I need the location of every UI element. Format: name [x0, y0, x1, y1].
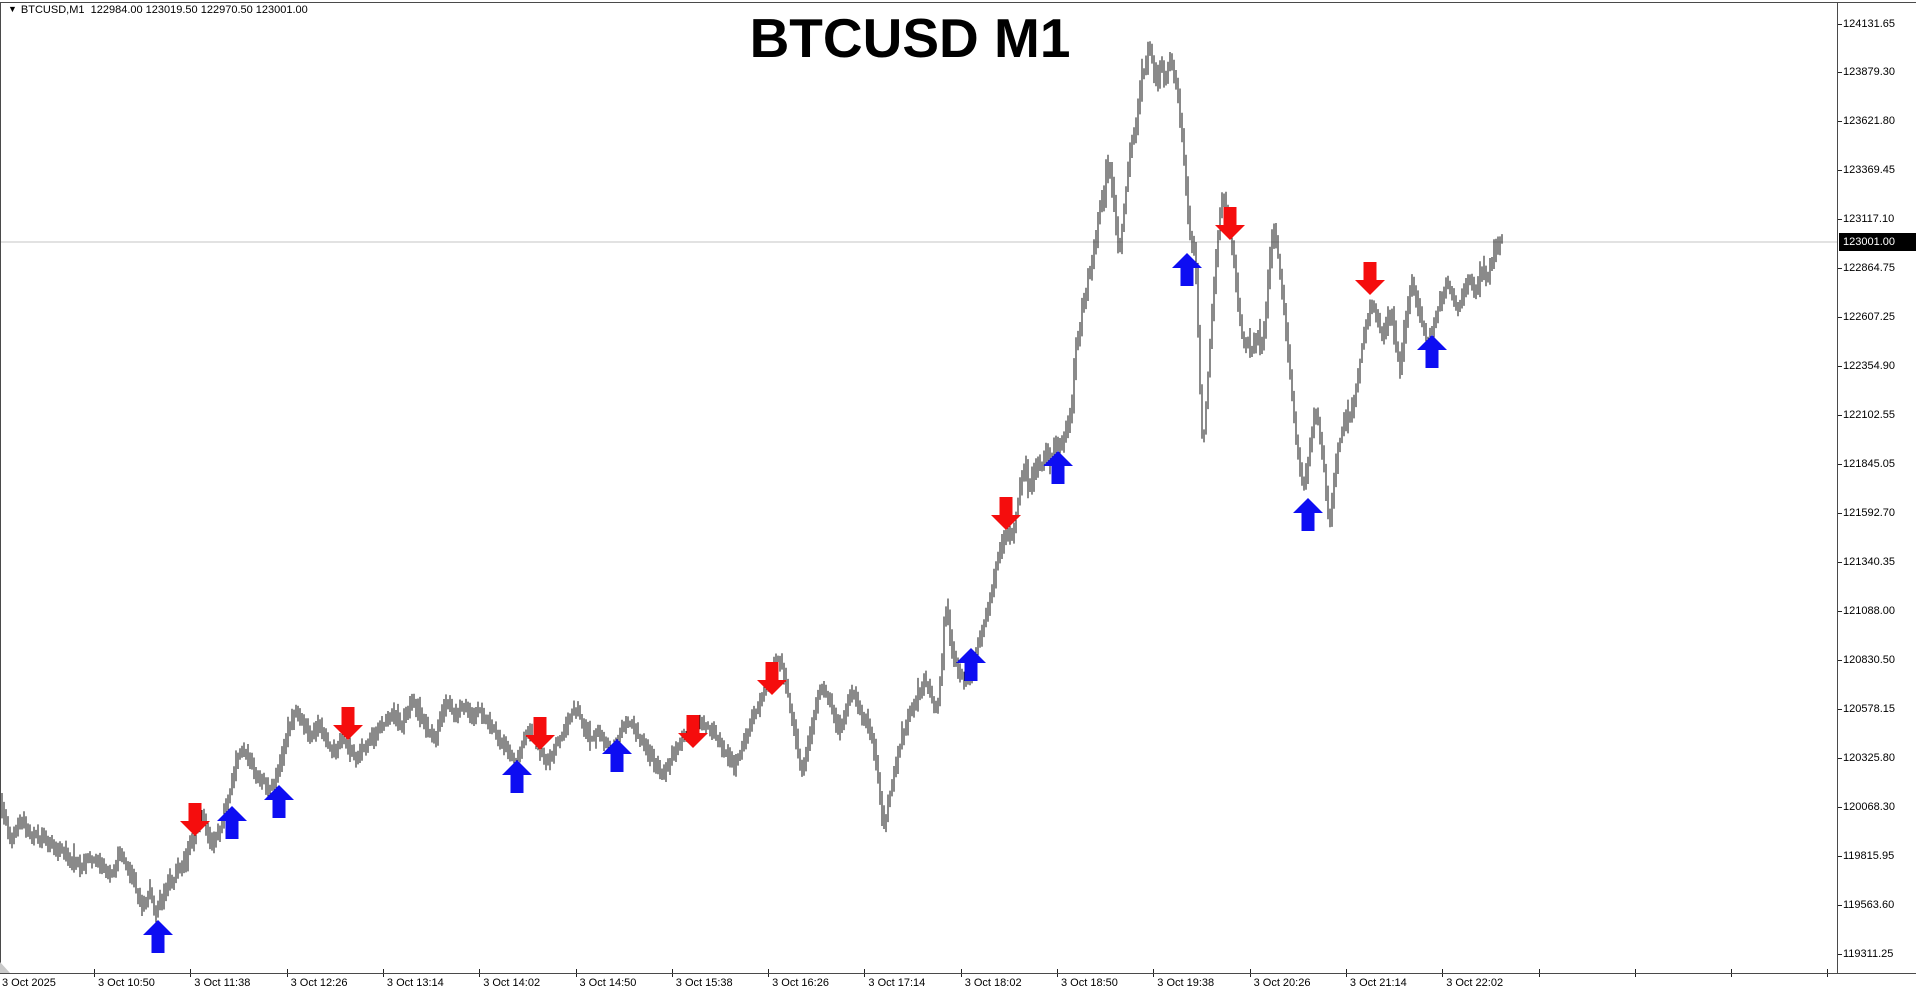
buy-signal-up-arrow[interactable]: [1417, 335, 1447, 368]
buy-signal-up-arrow[interactable]: [956, 648, 986, 681]
time-axis-label: 3 Oct 21:14: [1349, 977, 1407, 989]
price-axis-label: 120325.80: [1843, 752, 1895, 765]
sell-signal-down-arrow[interactable]: [525, 717, 555, 750]
time-axis-label: 3 Oct 10:50: [98, 977, 155, 989]
time-axis-label: 3 Oct 14:50: [579, 977, 637, 989]
price-axis-tick: [1837, 317, 1842, 319]
sell-signal-down-arrow[interactable]: [757, 662, 787, 695]
price-axis-label: 121592.70: [1843, 507, 1895, 520]
time-axis-separator: [0, 973, 1916, 974]
price-axis-tick: [1837, 219, 1842, 221]
sell-signal-down-arrow[interactable]: [678, 715, 708, 748]
price-axis-tick: [1837, 660, 1842, 662]
time-axis-label: 3 Oct 14:02: [483, 977, 541, 989]
price-axis-label: 120578.15: [1843, 703, 1895, 716]
top-border: [0, 2, 1916, 3]
price-series-canvas: [0, 41, 1837, 953]
price-axis-tick: [1837, 366, 1842, 368]
buy-signal-up-arrow[interactable]: [264, 785, 294, 818]
price-axis-tick: [1837, 23, 1842, 25]
left-border: [0, 2, 1, 973]
buy-signal-up-arrow[interactable]: [217, 806, 247, 839]
sell-signal-down-arrow[interactable]: [333, 707, 363, 740]
price-axis-label: 123369.45: [1843, 164, 1895, 177]
price-axis-tick: [1837, 904, 1842, 906]
price-axis-tick: [1837, 611, 1842, 613]
buy-signal-up-arrow[interactable]: [602, 739, 632, 772]
current-price-tag: 123001.00: [1839, 233, 1916, 251]
buy-signal-up-arrow[interactable]: [1043, 451, 1073, 484]
price-axis-label: 120068.30: [1843, 801, 1895, 814]
time-axis-label: 3 Oct 19:38: [1157, 977, 1215, 989]
price-axis-tick: [1837, 562, 1842, 564]
price-axis-tick: [1837, 855, 1842, 857]
price-axis-label: 122354.90: [1843, 360, 1895, 373]
sell-signal-down-arrow[interactable]: [991, 497, 1021, 530]
price-axis-label: 121088.00: [1843, 605, 1895, 618]
quote-close: 123001.00: [255, 4, 308, 16]
buy-signal-up-arrow[interactable]: [143, 920, 173, 953]
buy-signal-up-arrow[interactable]: [1293, 498, 1323, 531]
price-axis-label: 122864.75: [1843, 262, 1895, 275]
time-axis-label: 3 Oct 12:26: [290, 977, 348, 989]
time-axis-date-label: 3 Oct 2025: [2, 977, 56, 989]
price-axis-label: 120830.50: [1843, 654, 1895, 667]
price-axis-tick: [1837, 807, 1842, 809]
time-axis-label: 3 Oct 11:38: [194, 977, 251, 989]
price-axis-tick: [1837, 268, 1842, 270]
price-axis-label: 119815.95: [1843, 849, 1895, 862]
chart-begin-marker: [0, 962, 10, 973]
time-axis-label: 3 Oct 18:50: [1061, 977, 1118, 989]
sell-signal-down-arrow[interactable]: [1215, 207, 1245, 240]
time-axis-label: 3 Oct 22:02: [1446, 977, 1504, 989]
quote-header: ▼ BTCUSD,M1 122984.00 123019.50 122970.50…: [8, 4, 308, 16]
price-axis-tick: [1837, 464, 1842, 466]
price-axis-label: 124131.65: [1843, 17, 1895, 30]
symbol-label: BTCUSD,M1: [20, 4, 85, 16]
price-axis-tick: [1837, 72, 1842, 74]
chart-title: BTCUSD M1: [749, 7, 1071, 69]
price-axis-label: 121845.05: [1843, 458, 1895, 471]
price-axis-label: 123117.10: [1843, 213, 1895, 226]
chart-area[interactable]: [0, 0, 1837, 973]
price-axis-label: 122102.55: [1843, 409, 1895, 422]
price-axis-tick: [1837, 513, 1842, 515]
time-axis-label: 3 Oct 16:26: [772, 977, 829, 989]
price-axis-label: 119311.25: [1843, 947, 1894, 960]
price-axis-tick: [1837, 415, 1842, 417]
price-axis-tick: [1837, 709, 1842, 711]
price-axis-separator: [1837, 2, 1838, 973]
buy-signal-up-arrow[interactable]: [1172, 253, 1202, 286]
time-axis-label: 3 Oct 17:14: [868, 977, 926, 989]
time-axis-label: 3 Oct 18:02: [964, 977, 1022, 989]
sell-signal-down-arrow[interactable]: [180, 803, 210, 836]
price-axis-label: 121340.35: [1843, 556, 1895, 569]
sell-signal-down-arrow[interactable]: [1355, 262, 1385, 295]
price-bars: [0, 41, 1503, 923]
price-axis-label: 123879.30: [1843, 66, 1895, 79]
time-axis-label: 3 Oct 20:26: [1253, 977, 1311, 989]
price-axis-tick: [1837, 758, 1842, 760]
buy-signal-up-arrow[interactable]: [502, 760, 532, 793]
price-axis-tick: [1837, 121, 1842, 123]
symbol-dropdown-icon[interactable]: ▼: [8, 4, 17, 14]
price-axis-tick: [1837, 953, 1842, 955]
price-axis-tick: [1837, 170, 1842, 172]
price-axis-label: 122607.25: [1843, 311, 1895, 324]
price-axis-label: 119563.60: [1843, 898, 1895, 911]
quote-high: 123019.50: [145, 4, 198, 16]
time-axis-label: 3 Oct 13:14: [386, 977, 444, 989]
quote-low: 122970.50: [200, 4, 253, 16]
quote-open: 122984.00: [90, 4, 143, 16]
time-axis-label: 3 Oct 15:38: [675, 977, 733, 989]
price-axis-label: 123621.80: [1843, 115, 1895, 128]
